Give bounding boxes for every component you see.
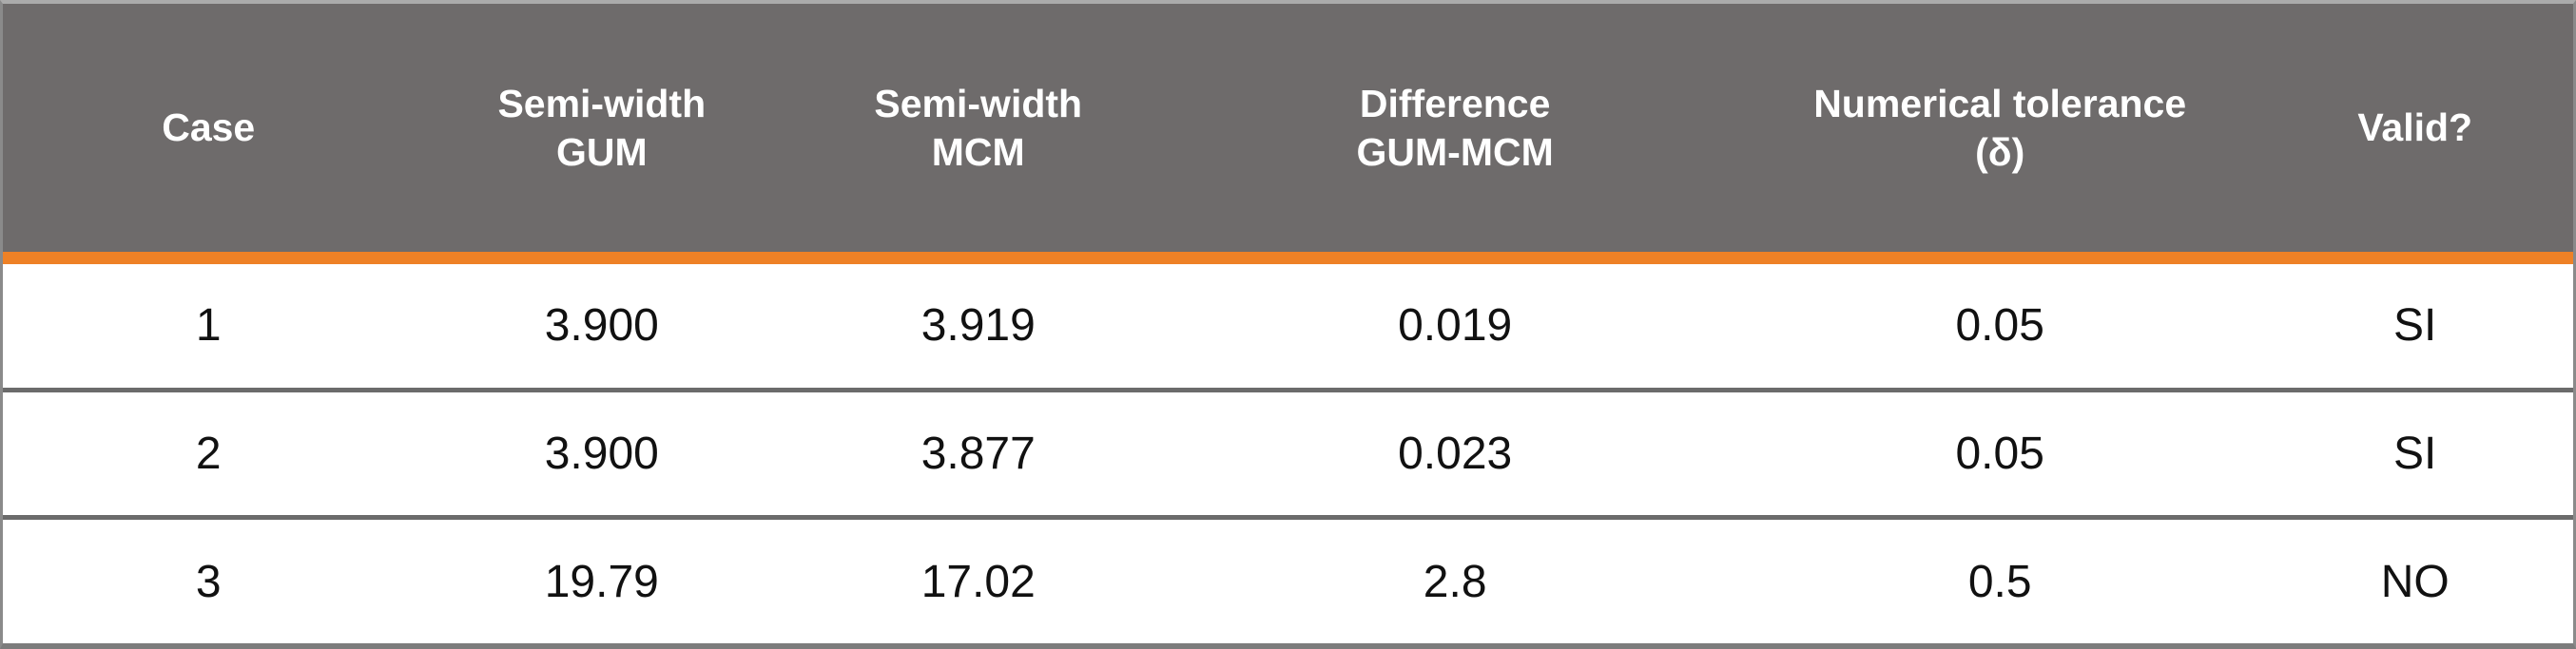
header-cell-valid: Valid? bbox=[2357, 105, 2473, 150]
cell-semi-width-mcm: 3.877 bbox=[920, 429, 1036, 479]
orange-accent-bar bbox=[3, 252, 2573, 264]
cell-difference: 2.8 bbox=[1423, 556, 1487, 607]
table-row-case-2: 2 3.900 3.877 0.023 0.05 SI bbox=[3, 387, 2573, 516]
table-row-case-3: 3 19.79 17.02 2.8 0.5 NO bbox=[3, 515, 2573, 644]
cell-valid: SI bbox=[2393, 300, 2437, 352]
cell-valid: NO bbox=[2380, 556, 2450, 607]
header-cell-numerical-tolerance: Numerical tolerance (δ) bbox=[1813, 82, 2187, 174]
cell-tolerance: 0.5 bbox=[1967, 556, 2032, 607]
header-cell-semi-width-gum: Semi-width GUM bbox=[497, 82, 707, 174]
cell-tolerance: 0.05 bbox=[1955, 429, 2044, 479]
header-cell-case: Case bbox=[162, 105, 256, 150]
header-cell-difference-gum-mcm: Difference GUM-MCM bbox=[1356, 82, 1554, 174]
cell-valid: SI bbox=[2393, 429, 2437, 479]
cell-semi-width-mcm: 3.919 bbox=[920, 300, 1036, 352]
cell-semi-width-gum: 19.79 bbox=[544, 556, 659, 607]
cell-difference: 0.023 bbox=[1398, 429, 1513, 479]
cell-semi-width-mcm: 17.02 bbox=[920, 556, 1036, 607]
table-header-row: Case Semi-width GUM Semi-width MCM Diffe… bbox=[3, 4, 2573, 252]
cell-semi-width-gum: 3.900 bbox=[544, 429, 659, 479]
cell-case: 2 bbox=[195, 429, 222, 479]
table-row-case-1: 1 3.900 3.919 0.019 0.05 SI bbox=[3, 264, 2573, 388]
cell-tolerance: 0.05 bbox=[1955, 300, 2044, 352]
header-cell-semi-width-mcm: Semi-width MCM bbox=[874, 82, 1083, 174]
cell-semi-width-gum: 3.900 bbox=[544, 300, 659, 352]
cell-difference: 0.019 bbox=[1398, 300, 1513, 352]
cell-case: 3 bbox=[195, 556, 222, 607]
cell-case: 1 bbox=[195, 300, 222, 352]
